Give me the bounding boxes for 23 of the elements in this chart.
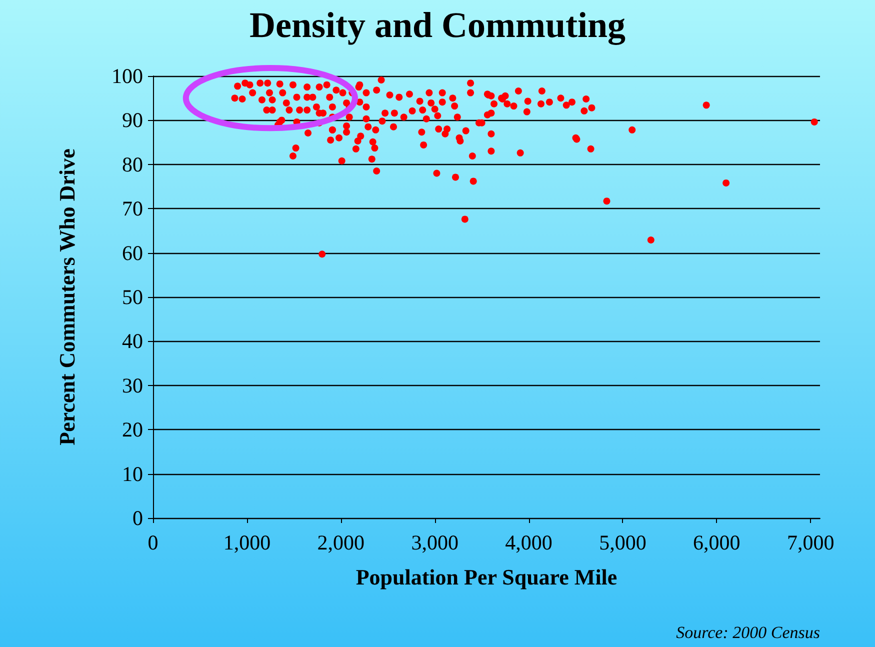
y-tick-label: 100 [112,64,143,88]
y-axis-title: Percent Commuters Who Drive [54,148,80,446]
y-tick-label: 70 [122,196,143,221]
x-tick-label: 4,000 [505,530,552,554]
x-tick-label: 2,000 [317,530,365,554]
y-tick-label: 80 [122,152,143,176]
y-tick-label: 50 [122,285,143,309]
y-tick-label: 40 [122,329,143,354]
x-tick-label: 0 [148,530,158,554]
chart-title: Density and Commuting [249,5,626,45]
x-tick-label: 6,000 [693,530,740,554]
y-tick-label: 30 [122,373,143,398]
x-tick-label: 7,000 [786,530,834,554]
y-tick-label: 0 [132,506,143,530]
y-tick-label: 20 [122,418,143,442]
x-axis-title: Population Per Square Mile [356,564,618,590]
y-tick-label: 10 [122,462,143,486]
y-tick-label: 60 [122,240,143,265]
x-tick-label: 5,000 [599,530,646,554]
x-tick-label: 3,000 [411,530,458,554]
source-note: Source: 2000 Census [676,623,820,642]
x-tick-label: 1,000 [223,530,271,554]
y-tick-label: 90 [122,108,143,132]
